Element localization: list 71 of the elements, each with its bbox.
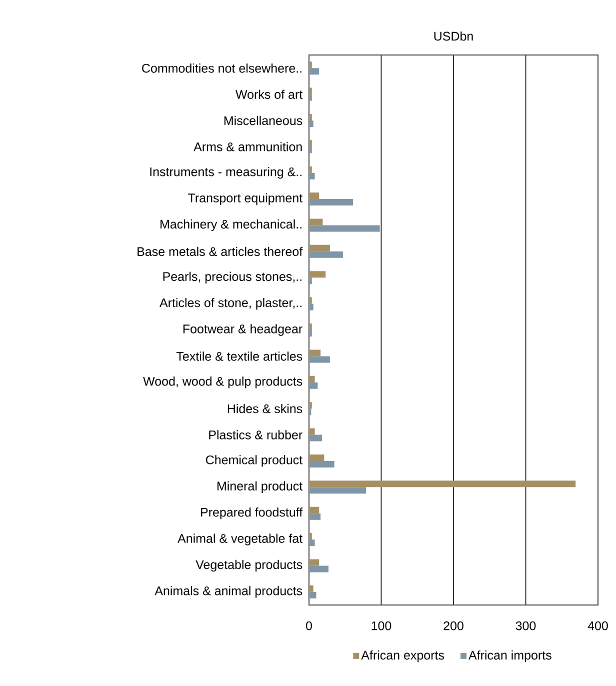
y-tick-label: Works of art [236, 90, 303, 99]
y-tick-label: Miscellaneous [224, 116, 302, 126]
y-tick-label: Instruments - measuring &.. [150, 167, 302, 179]
y-tick-label: Transport equipment [188, 193, 303, 205]
y-tick-label: Vegetable products [196, 560, 302, 572]
bar [308, 434, 322, 442]
y-tick-label: Mineral product [217, 481, 303, 493]
bar [308, 192, 320, 200]
legend-label: African exports [361, 650, 444, 662]
bar [308, 513, 321, 520]
bar [308, 68, 320, 75]
bar [308, 480, 576, 488]
bar [308, 408, 312, 416]
bar [308, 592, 316, 598]
chart-title: USDbn [434, 31, 473, 41]
x-tick-label: 0 [306, 621, 312, 630]
bar [308, 88, 312, 94]
bar [308, 559, 320, 566]
y-tick-label: Animals & animal products [154, 586, 302, 598]
y-tick-label: Articles of stone, plaster,.. [160, 298, 302, 310]
bar [308, 218, 323, 226]
bar [308, 356, 330, 363]
bar [308, 244, 330, 252]
bar [308, 487, 366, 494]
bar [308, 376, 315, 382]
bar [308, 140, 312, 147]
bar [308, 94, 312, 101]
x-tick-label: 300 [516, 621, 536, 630]
bar [308, 454, 324, 461]
y-tick-label: Prepared foodstuff [201, 507, 303, 520]
bar [308, 146, 312, 154]
bar [308, 172, 315, 180]
y-tick-label: Animal & vegetable fat [178, 534, 303, 546]
bar [308, 533, 312, 540]
bar [308, 460, 334, 468]
y-tick-label: Commodities not elsewhere.. [142, 64, 302, 73]
y-tick-label: Wood, wood & pulp products [143, 376, 302, 388]
y-tick-label: Base metals & articles thereof [138, 246, 303, 256]
y-tick-label: Chemical product [206, 455, 303, 467]
bar [308, 304, 314, 310]
y-tick-label: Footwear & headgear [183, 324, 302, 336]
legend-label: African imports [468, 650, 552, 662]
x-tick-label: 400 [588, 621, 608, 630]
y-tick-label: Machinery & mechanical.. [160, 219, 302, 232]
y-tick-label: Textile & textile articles [176, 352, 302, 361]
bar [308, 330, 312, 336]
bar [308, 120, 314, 127]
bar [308, 350, 321, 356]
x-tick-label: 100 [372, 621, 392, 630]
bar [308, 540, 315, 546]
bar [308, 297, 312, 304]
bar [308, 428, 315, 435]
bar [308, 585, 314, 592]
bar [308, 324, 312, 330]
bar [308, 166, 312, 173]
bar [308, 506, 320, 514]
bar [308, 382, 318, 389]
bar [308, 402, 312, 409]
x-tick-label: 200 [444, 621, 464, 630]
bar [308, 225, 380, 232]
bar [308, 566, 328, 572]
bar [308, 62, 312, 68]
bar [308, 199, 354, 206]
bar [308, 278, 312, 284]
bar [308, 271, 326, 278]
y-tick-label: Plastics & rubber [209, 430, 302, 440]
bar [308, 251, 343, 258]
y-tick-label: Arms & ammunition [194, 142, 302, 152]
bar [308, 114, 312, 120]
y-tick-label: Hides & skins [228, 404, 302, 414]
y-tick-label: Pearls, precious stones,.. [163, 272, 302, 284]
